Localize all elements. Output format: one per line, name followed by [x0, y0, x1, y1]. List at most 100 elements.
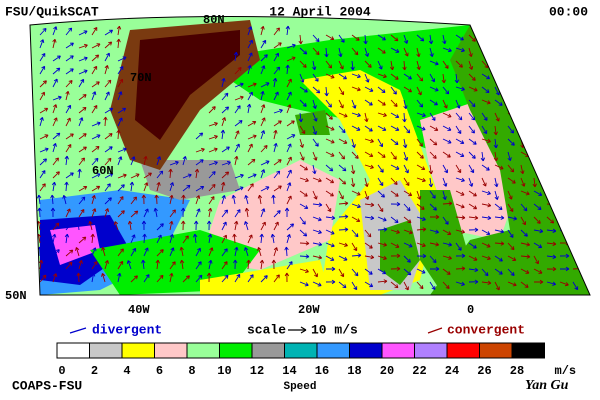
- wind-arrow: [455, 164, 462, 174]
- wind-arrow: [377, 112, 387, 117]
- wind-arrow: [39, 107, 49, 114]
- wind-arrow: [494, 99, 503, 106]
- wind-arrow: [559, 99, 565, 109]
- wind-arrow: [390, 201, 401, 207]
- wind-arrow: [247, 173, 257, 179]
- wind-arrow: [481, 190, 491, 195]
- wind-arrow: [481, 164, 490, 171]
- wind-arrow: [195, 195, 201, 205]
- wind-arrow: [168, 168, 173, 179]
- wind-arrow: [390, 112, 400, 118]
- wind-arrow: [52, 233, 57, 244]
- wind-arrow: [299, 190, 308, 197]
- wind-arrow: [312, 216, 322, 222]
- wind-arrow: [455, 190, 465, 196]
- wind-arrow: [52, 117, 58, 127]
- wind-arrow: [429, 203, 437, 211]
- wind-arrow: [507, 34, 517, 40]
- wind-arrow: [221, 261, 228, 270]
- wind-arrow: [312, 229, 322, 235]
- wind-arrow: [546, 216, 555, 224]
- wind-arrow: [455, 86, 465, 91]
- wind-arrow: [532, 86, 537, 97]
- wind-arrow: [351, 203, 361, 209]
- wind-arrow: [390, 125, 400, 131]
- wind-arrow: [468, 47, 473, 57]
- wind-arrow: [377, 177, 384, 187]
- wind-arrow: [507, 138, 515, 146]
- wind-arrow: [104, 260, 109, 270]
- wind-arrow: [169, 194, 174, 205]
- wind-arrow: [338, 177, 347, 185]
- wind-arrow: [520, 242, 531, 247]
- wind-arrow: [244, 207, 250, 218]
- scale-arrowhead: [300, 326, 307, 334]
- wind-arrow: [572, 242, 582, 247]
- colorbar-swatch: [219, 342, 253, 359]
- wind-arrow: [156, 170, 164, 179]
- wind-arrow: [117, 260, 124, 270]
- wind-arrow: [507, 229, 514, 238]
- wind-arrow: [455, 112, 463, 121]
- wind-arrow: [117, 184, 125, 192]
- wind-arrow: [533, 203, 542, 210]
- wind-arrow: [585, 99, 590, 105]
- wind-arrow: [377, 47, 386, 54]
- wind-arrow: [39, 274, 47, 283]
- wind-arrow: [546, 73, 553, 83]
- wind-arrow: [416, 190, 422, 200]
- wind-arrow: [442, 164, 448, 174]
- wind-arrow: [416, 47, 421, 58]
- wind-arrow: [286, 234, 291, 244]
- lat-label: 60N: [92, 164, 114, 178]
- wind-arrow: [585, 138, 590, 148]
- wind-arrow: [519, 60, 524, 71]
- wind-arrow: [143, 172, 152, 179]
- wind-arrow: [298, 112, 303, 123]
- wind-arrow: [364, 268, 373, 275]
- wind-arrow: [416, 86, 422, 96]
- wind-arrow: [91, 91, 97, 101]
- wind-arrow: [117, 147, 127, 153]
- wind-arrow: [403, 151, 409, 161]
- wind-arrow: [324, 47, 329, 58]
- wind-arrow: [416, 216, 426, 222]
- wind-arrow: [468, 267, 479, 273]
- wind-arrow: [377, 99, 386, 106]
- colorbar-swatch: [414, 342, 448, 359]
- lat-label: 50N: [5, 289, 27, 303]
- wind-arrow: [91, 208, 97, 218]
- colorbar-label: 20: [380, 364, 394, 378]
- wind-arrow: [338, 214, 349, 219]
- wind-arrow: [39, 27, 47, 36]
- wind-arrow: [234, 273, 241, 283]
- wind-arrow: [91, 261, 98, 270]
- wind-arrow: [481, 242, 491, 248]
- wind-arrow: [325, 99, 332, 108]
- wind-arrow: [403, 34, 409, 44]
- wind-arrow: [402, 60, 407, 71]
- wind-arrow: [286, 143, 292, 153]
- wind-arrow: [169, 182, 175, 192]
- wind-arrow: [390, 99, 398, 107]
- wind-arrow: [494, 112, 500, 122]
- wind-arrow: [533, 60, 543, 66]
- wind-arrow: [520, 268, 530, 274]
- wind-arrow: [195, 159, 204, 166]
- wind-arrow: [364, 125, 373, 132]
- wind-arrow: [585, 279, 590, 285]
- wind-arrow: [91, 185, 101, 192]
- wind-arrow: [442, 190, 447, 200]
- wind-arrow: [312, 47, 320, 56]
- wind-arrow: [52, 38, 57, 49]
- wind-arrow: [169, 272, 174, 283]
- wind-arrow: [377, 138, 384, 148]
- wind-arrow: [442, 86, 450, 95]
- wind-arrow: [207, 233, 213, 244]
- wind-arrow: [481, 215, 492, 221]
- wind-arrow: [247, 274, 254, 283]
- wind-arrow: [169, 160, 179, 166]
- wind-arrow: [130, 247, 137, 257]
- wind-arrow: [50, 194, 55, 205]
- wind-arrow: [127, 220, 133, 231]
